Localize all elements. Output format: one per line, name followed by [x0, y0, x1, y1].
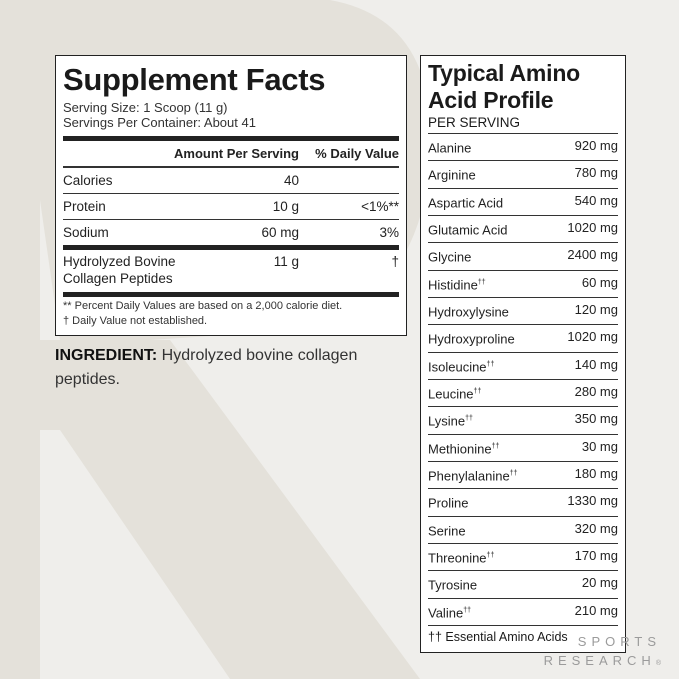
amino-row: Phenylalanine†† 180 mg: [428, 462, 618, 490]
amino-row: Hydroxyproline 1020 mg: [428, 325, 618, 353]
sports-research-logo: SPORTS RESEARCH®: [543, 634, 661, 668]
footnote: ** Percent Daily Values are based on a 2…: [63, 300, 343, 312]
panel-title: Supplement Facts: [63, 62, 326, 97]
amino-row: Glutamic Acid 1020 mg: [428, 216, 618, 244]
amino-row: Isoleucine†† 140 mg: [428, 353, 618, 380]
amino-row: Lysine†† 350 mg: [428, 407, 618, 435]
amino-row: Tyrosine 20 mg: [428, 571, 618, 599]
amino-row: Alanine 920 mg: [428, 134, 618, 162]
amino-row: Methionine†† 30 mg: [428, 435, 618, 462]
panel-title: Typical Amino Acid Profile: [428, 60, 581, 113]
amino-row: Threonine†† 170 mg: [428, 544, 618, 572]
ingredient-statement: INGREDIENT: Hydrolyzed bovine collagen p…: [55, 347, 358, 388]
amino-row: Serine 320 mg: [428, 517, 618, 544]
servings-per-container: Servings Per Container: About 41: [63, 115, 256, 130]
table-row: Sodium 60 mg 3%: [63, 225, 399, 240]
left-column: Supplement Facts Serving Size: 1 Scoop (…: [55, 55, 407, 392]
amino-row: Glycine 2400 mg: [428, 243, 618, 271]
amino-row: Valine†† 210 mg: [428, 599, 618, 626]
serving-size: Serving Size: 1 Scoop (11 g): [63, 100, 228, 115]
amino-row: Proline 1330 mg: [428, 489, 618, 517]
footnote: † Daily Value not established.: [63, 315, 208, 327]
amino-row: Aspartic Acid 540 mg: [428, 189, 618, 216]
supplement-facts-panel: Supplement Facts Serving Size: 1 Scoop (…: [55, 55, 407, 336]
footnote: †† Essential Amino Acids: [428, 629, 568, 644]
amino-row: Histidine†† 60 mg: [428, 271, 618, 298]
table-header: Amount Per Serving% Daily Value: [174, 146, 399, 161]
table-row: Hydrolyzed Bovine Collagen Peptides 11 g †: [63, 254, 399, 286]
amino-row: Leucine†† 280 mg: [428, 380, 618, 408]
amino-row: Arginine 780 mg: [428, 161, 618, 189]
per-serving-label: PER SERVING: [428, 114, 618, 134]
amino-row: Hydroxylysine 120 mg: [428, 298, 618, 326]
table-row: Calories 40: [63, 173, 299, 188]
amino-acid-profile-panel: Typical Amino Acid Profile PER SERVING A…: [420, 55, 626, 653]
table-row: Protein 10 g <1%**: [63, 199, 399, 214]
